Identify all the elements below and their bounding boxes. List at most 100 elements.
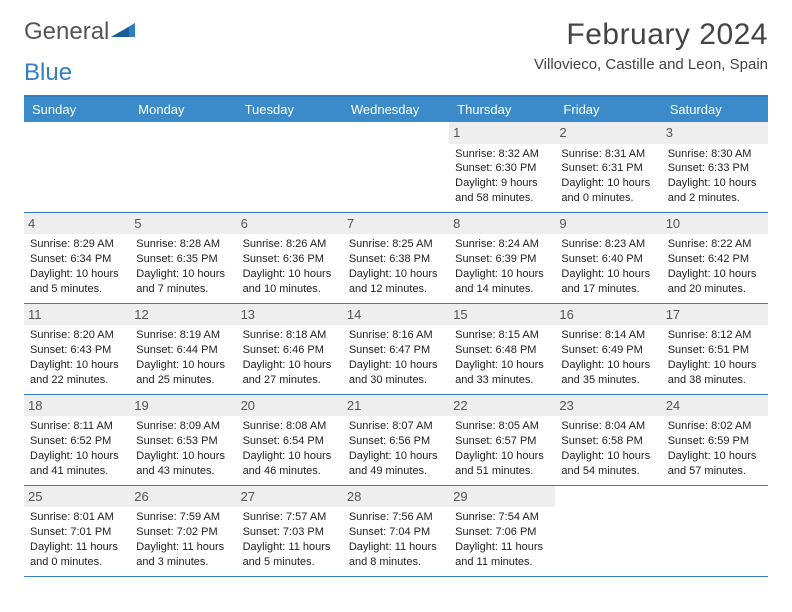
sunset-line: Sunset: 6:36 PM xyxy=(243,252,337,267)
calendar-cell: 15Sunrise: 8:15 AMSunset: 6:48 PMDayligh… xyxy=(449,304,555,395)
daylight-line: Daylight: 10 hours and 20 minutes. xyxy=(668,267,762,297)
day-number: 18 xyxy=(24,395,130,417)
day-number: 8 xyxy=(449,213,555,235)
daylight-line: Daylight: 10 hours and 43 minutes. xyxy=(136,449,230,479)
day-number: 3 xyxy=(662,122,768,144)
calendar-cell: 22Sunrise: 8:05 AMSunset: 6:57 PMDayligh… xyxy=(449,395,555,486)
weekday-header: Thursday xyxy=(449,97,555,122)
page-title: February 2024 xyxy=(534,18,768,52)
sunrise-line: Sunrise: 8:32 AM xyxy=(455,147,549,162)
daylight-line: Daylight: 10 hours and 22 minutes. xyxy=(30,358,124,388)
calendar-header-row: SundayMondayTuesdayWednesdayThursdayFrid… xyxy=(24,97,768,122)
calendar-cell: 4Sunrise: 8:29 AMSunset: 6:34 PMDaylight… xyxy=(24,213,130,304)
sunrise-line: Sunrise: 8:05 AM xyxy=(455,419,549,434)
calendar-cell: 28Sunrise: 7:56 AMSunset: 7:04 PMDayligh… xyxy=(343,486,449,577)
calendar-cell: 26Sunrise: 7:59 AMSunset: 7:02 PMDayligh… xyxy=(130,486,236,577)
brand-part2: Blue xyxy=(24,59,72,87)
daylight-line: Daylight: 10 hours and 30 minutes. xyxy=(349,358,443,388)
calendar-cell-empty xyxy=(343,122,449,213)
calendar-cell: 24Sunrise: 8:02 AMSunset: 6:59 PMDayligh… xyxy=(662,395,768,486)
day-number: 15 xyxy=(449,304,555,326)
sunset-line: Sunset: 6:33 PM xyxy=(668,161,762,176)
sunrise-line: Sunrise: 8:09 AM xyxy=(136,419,230,434)
calendar-cell-empty xyxy=(237,122,343,213)
calendar-cell: 29Sunrise: 7:54 AMSunset: 7:06 PMDayligh… xyxy=(449,486,555,577)
calendar-cell: 12Sunrise: 8:19 AMSunset: 6:44 PMDayligh… xyxy=(130,304,236,395)
sunset-line: Sunset: 6:42 PM xyxy=(668,252,762,267)
day-number: 13 xyxy=(237,304,343,326)
sunrise-line: Sunrise: 8:28 AM xyxy=(136,237,230,252)
weekday-header: Wednesday xyxy=(343,97,449,122)
calendar-cell: 3Sunrise: 8:30 AMSunset: 6:33 PMDaylight… xyxy=(662,122,768,213)
sunrise-line: Sunrise: 8:11 AM xyxy=(30,419,124,434)
weekday-header: Saturday xyxy=(662,97,768,122)
calendar-cell: 8Sunrise: 8:24 AMSunset: 6:39 PMDaylight… xyxy=(449,213,555,304)
daylight-line: Daylight: 10 hours and 0 minutes. xyxy=(561,176,655,206)
calendar-cell-empty xyxy=(555,486,661,577)
daylight-line: Daylight: 10 hours and 12 minutes. xyxy=(349,267,443,297)
sunset-line: Sunset: 6:52 PM xyxy=(30,434,124,449)
sunrise-line: Sunrise: 8:18 AM xyxy=(243,328,337,343)
sunset-line: Sunset: 6:46 PM xyxy=(243,343,337,358)
sunrise-line: Sunrise: 7:59 AM xyxy=(136,510,230,525)
calendar-cell-empty xyxy=(662,486,768,577)
location-subtitle: Villovieco, Castille and Leon, Spain xyxy=(534,56,768,73)
day-number: 29 xyxy=(449,486,555,508)
sunset-line: Sunset: 6:43 PM xyxy=(30,343,124,358)
calendar-cell: 13 Sunrise: 8:18 AMSunset: 6:46 PMDayligh… xyxy=(237,304,343,395)
day-number: 2 xyxy=(555,122,661,144)
daylight-line: Daylight: 10 hours and 2 minutes. xyxy=(668,176,762,206)
sunset-line: Sunset: 6:31 PM xyxy=(561,161,655,176)
daylight-line: Daylight: 10 hours and 17 minutes. xyxy=(561,267,655,297)
sunset-line: Sunset: 6:59 PM xyxy=(668,434,762,449)
calendar-cell: 18 Sunrise: 8:11 AMSunset: 6:52 PMDayligh… xyxy=(24,395,130,486)
calendar-cell-empty xyxy=(24,122,130,213)
sunset-line: Sunset: 6:34 PM xyxy=(30,252,124,267)
brand-triangle-icon xyxy=(111,18,137,46)
daylight-line: Daylight: 10 hours and 7 minutes. xyxy=(136,267,230,297)
day-number: 16 xyxy=(555,304,661,326)
daylight-line: Daylight: 10 hours and 27 minutes. xyxy=(243,358,337,388)
day-number: 6 xyxy=(237,213,343,235)
day-number: 23 xyxy=(555,395,661,417)
daylight-line: Daylight: 11 hours and 8 minutes. xyxy=(349,540,443,570)
day-number: 1 xyxy=(449,122,555,144)
brand-part1: General xyxy=(24,18,109,46)
day-number: 4 xyxy=(24,213,130,235)
day-number: 26 xyxy=(130,486,236,508)
day-number: 12 xyxy=(130,304,236,326)
daylight-line: Daylight: 10 hours and 41 minutes. xyxy=(30,449,124,479)
brand-logo: General xyxy=(24,18,137,46)
calendar-cell: 11Sunrise: 8:20 AMSunset: 6:43 PMDayligh… xyxy=(24,304,130,395)
sunset-line: Sunset: 6:30 PM xyxy=(455,161,549,176)
sunset-line: Sunset: 7:06 PM xyxy=(455,525,549,540)
sunrise-line: Sunrise: 8:07 AM xyxy=(349,419,443,434)
daylight-line: Daylight: 10 hours and 25 minutes. xyxy=(136,358,230,388)
sunset-line: Sunset: 6:38 PM xyxy=(349,252,443,267)
sunrise-line: Sunrise: 8:24 AM xyxy=(455,237,549,252)
weekday-header: Monday xyxy=(130,97,236,122)
sunrise-line: Sunrise: 8:08 AM xyxy=(243,419,337,434)
calendar-cell: 21Sunrise: 8:07 AMSunset: 6:56 PMDayligh… xyxy=(343,395,449,486)
daylight-line: Daylight: 10 hours and 14 minutes. xyxy=(455,267,549,297)
sunrise-line: Sunrise: 8:25 AM xyxy=(349,237,443,252)
day-number: 10 xyxy=(662,213,768,235)
calendar-cell: 14Sunrise: 8:16 AMSunset: 6:47 PMDayligh… xyxy=(343,304,449,395)
day-number: 11 xyxy=(24,304,130,326)
calendar-cell: 1Sunrise: 8:32 AMSunset: 6:30 PMDaylight… xyxy=(449,122,555,213)
sunset-line: Sunset: 6:49 PM xyxy=(561,343,655,358)
day-number: 17 xyxy=(662,304,768,326)
sunrise-line: Sunrise: 8:14 AM xyxy=(561,328,655,343)
daylight-line: Daylight: 10 hours and 51 minutes. xyxy=(455,449,549,479)
sunset-line: Sunset: 7:03 PM xyxy=(243,525,337,540)
calendar-cell: 6Sunrise: 8:26 AMSunset: 6:36 PMDaylight… xyxy=(237,213,343,304)
daylight-line: Daylight: 11 hours and 11 minutes. xyxy=(455,540,549,570)
sunrise-line: Sunrise: 8:02 AM xyxy=(668,419,762,434)
sunset-line: Sunset: 6:56 PM xyxy=(349,434,443,449)
calendar-cell: 25Sunrise: 8:01 AMSunset: 7:01 PMDayligh… xyxy=(24,486,130,577)
sunset-line: Sunset: 6:44 PM xyxy=(136,343,230,358)
sunset-line: Sunset: 7:02 PM xyxy=(136,525,230,540)
calendar-cell: 10Sunrise: 8:22 AMSunset: 6:42 PMDayligh… xyxy=(662,213,768,304)
daylight-line: Daylight: 10 hours and 57 minutes. xyxy=(668,449,762,479)
sunset-line: Sunset: 6:51 PM xyxy=(668,343,762,358)
